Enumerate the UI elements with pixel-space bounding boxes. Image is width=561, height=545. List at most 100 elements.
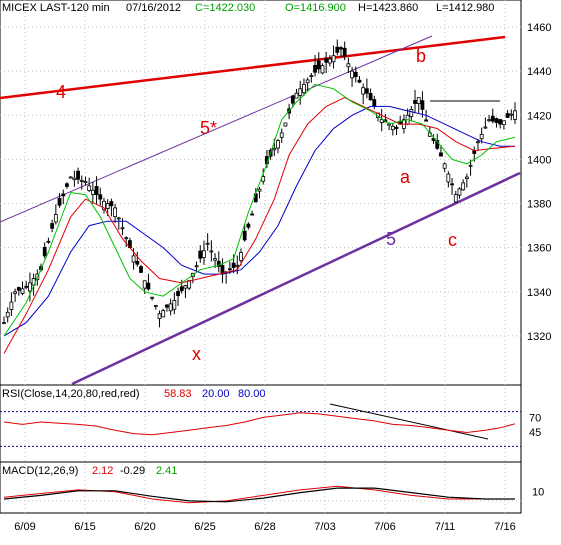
header-symbol: MICEX LAST-120 min — [2, 2, 110, 14]
candle-body — [250, 213, 254, 216]
candle-body — [116, 217, 121, 220]
candle-body — [272, 147, 277, 151]
candle-body — [483, 126, 488, 129]
candle-body — [209, 250, 214, 253]
candle-body — [501, 120, 506, 126]
rsi-header-lower: 20.00 — [202, 388, 230, 400]
candle-body — [42, 246, 47, 257]
candle-body — [305, 79, 310, 84]
macd-black-line — [3, 487, 515, 503]
candle-body — [61, 193, 66, 197]
macd-panel — [0, 461, 522, 514]
candle-body — [413, 100, 417, 104]
candle-body — [176, 291, 180, 297]
candle-body — [157, 313, 162, 319]
candle-body — [461, 182, 466, 191]
candle-body — [131, 255, 136, 263]
rsi-panel — [0, 384, 522, 463]
candle-body — [13, 291, 18, 294]
candle-body — [150, 296, 155, 299]
candle-body — [498, 119, 503, 125]
candle-body — [298, 88, 303, 96]
candle-body — [513, 110, 517, 120]
candle-body — [439, 152, 443, 157]
annotation-b: b — [416, 46, 426, 66]
candle-body — [161, 310, 166, 318]
time-tick-label: 7/06 — [374, 521, 395, 533]
rsi-header-upper: 80.00 — [238, 388, 266, 400]
candle-body — [435, 140, 440, 149]
candle-body — [135, 260, 140, 265]
annotation-c: c — [448, 230, 457, 250]
candle-body — [309, 75, 314, 77]
candle-body — [487, 119, 491, 122]
candle-body — [198, 250, 203, 259]
candle-body — [468, 164, 473, 167]
candle-body — [53, 214, 58, 223]
candle-body — [5, 311, 10, 318]
candle-body — [72, 177, 77, 181]
ma-blue-line — [3, 105, 515, 337]
candle-body — [202, 250, 206, 258]
macd-header-name: MACD(12,26,9) — [2, 465, 78, 477]
header-close: C=1422.030 — [195, 2, 255, 14]
candle-body — [102, 200, 106, 211]
candle-body — [261, 176, 266, 182]
candle-body — [420, 100, 425, 110]
candle-body — [453, 194, 458, 203]
macd-header-v3: 2.41 — [156, 465, 177, 477]
candle-body — [505, 113, 510, 118]
candle-body — [109, 201, 114, 207]
candle-body — [239, 252, 243, 261]
candle-body — [94, 186, 99, 196]
annotation-5: 5 — [386, 229, 396, 249]
time-tick-label: 7/03 — [314, 521, 335, 533]
candle-body — [50, 223, 55, 229]
candle-body — [320, 65, 325, 74]
candle-body — [324, 57, 329, 63]
candle-body — [79, 179, 84, 182]
candle-body — [379, 119, 384, 123]
time-tick-label: 6/28 — [254, 521, 275, 533]
rsi-trend-line — [329, 403, 489, 440]
candle-body — [227, 268, 232, 271]
candle-body — [283, 122, 288, 127]
candle-body — [194, 265, 199, 268]
candle-body — [205, 242, 210, 245]
candle-body — [105, 203, 110, 209]
candle-body — [353, 71, 358, 78]
candle-body — [357, 79, 362, 83]
candle-body — [179, 286, 184, 292]
annotation-4: 4 — [56, 82, 66, 102]
candle-body — [139, 266, 143, 273]
macd-tick-label: 10 — [532, 487, 544, 499]
candle-body — [124, 237, 129, 240]
candle-body — [446, 173, 451, 183]
trend-lines — [0, 35, 521, 440]
purple-channel-line — [0, 35, 433, 223]
price-tick-label: 1440 — [527, 66, 551, 78]
candle-body — [350, 70, 354, 79]
candle-body — [450, 183, 454, 186]
time-tick-label: 6/15 — [74, 521, 95, 533]
candle-body — [442, 163, 447, 169]
annotation-a: a — [400, 167, 411, 187]
rsi-header-name: RSI(Close,14,20,80,red,red) — [2, 388, 140, 400]
candle-body — [279, 132, 284, 138]
candle-body — [165, 304, 169, 308]
time-tick-label: 6/09 — [14, 521, 35, 533]
header-date: 07/16/2012 — [126, 2, 181, 14]
candle-body — [213, 258, 217, 261]
candle-body — [242, 230, 247, 241]
header-low: L=1412.980 — [436, 2, 494, 14]
candle-body — [142, 280, 147, 289]
price-panel — [0, 0, 522, 386]
rsi-tick-label: 45 — [529, 427, 541, 439]
annotation-5-star: 5* — [200, 118, 217, 138]
candle-body — [361, 87, 366, 95]
candle-body — [113, 207, 117, 218]
candle-body — [83, 181, 88, 183]
time-tick-label: 6/25 — [194, 521, 215, 533]
candle-body — [90, 189, 95, 195]
